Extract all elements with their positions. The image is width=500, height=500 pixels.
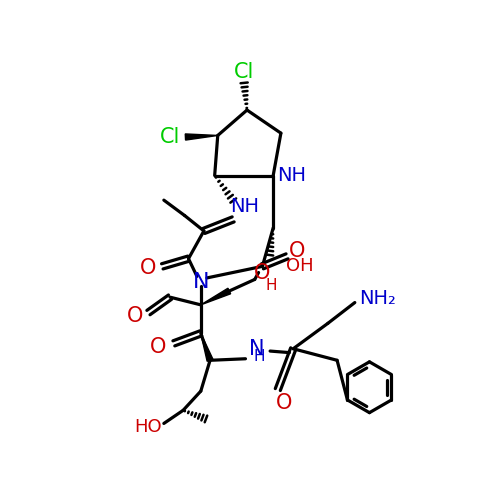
Text: O: O xyxy=(254,264,270,283)
Text: NH₂: NH₂ xyxy=(360,289,397,308)
Text: O: O xyxy=(140,258,156,278)
Text: O: O xyxy=(150,337,166,357)
Text: Cl: Cl xyxy=(234,62,254,82)
Text: NH: NH xyxy=(230,197,259,216)
Text: H: H xyxy=(254,349,265,364)
Text: OH: OH xyxy=(286,258,314,276)
Text: O: O xyxy=(289,241,305,261)
Polygon shape xyxy=(201,334,213,361)
Text: N: N xyxy=(192,272,209,292)
Polygon shape xyxy=(186,134,218,140)
Text: NH: NH xyxy=(277,166,306,185)
Polygon shape xyxy=(201,288,230,305)
Text: HO: HO xyxy=(134,418,162,436)
Text: N: N xyxy=(250,339,265,359)
Text: O: O xyxy=(126,306,143,326)
Text: H: H xyxy=(266,278,278,293)
Text: O: O xyxy=(276,394,292,413)
Text: Cl: Cl xyxy=(160,127,180,147)
